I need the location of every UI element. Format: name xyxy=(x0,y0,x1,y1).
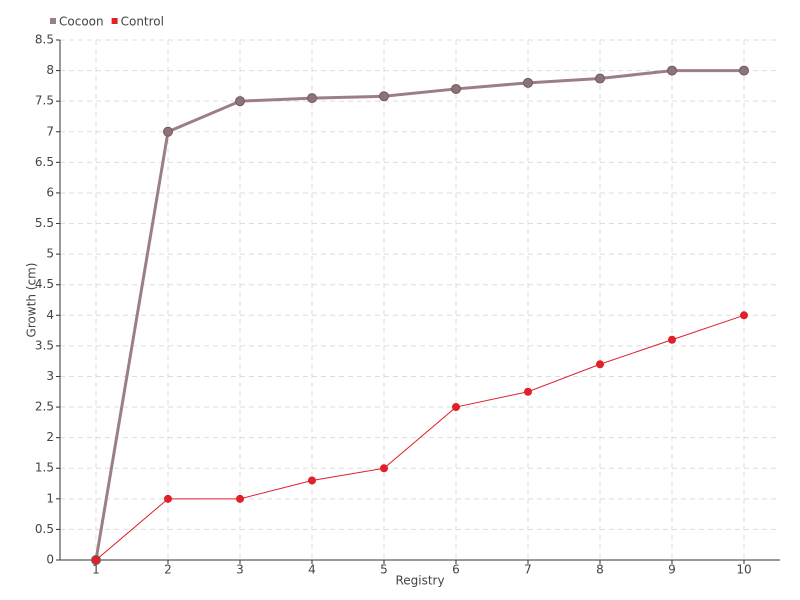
data-point xyxy=(524,387,532,396)
y-axis-label: Growth (cm) xyxy=(25,263,39,338)
data-point xyxy=(379,91,389,102)
y-tick-label: 6 xyxy=(46,185,54,199)
data-point xyxy=(380,464,388,473)
x-tick-label: 4 xyxy=(308,563,316,577)
y-tick-label: 5 xyxy=(46,247,54,261)
data-point xyxy=(307,93,317,104)
x-tick-label: 6 xyxy=(452,563,460,577)
y-tick-label: 6.5 xyxy=(35,155,54,169)
x-tick-label: 8 xyxy=(596,563,604,577)
data-point xyxy=(667,65,677,76)
legend-label: Cocoon xyxy=(59,15,104,29)
data-point xyxy=(163,126,173,137)
data-point xyxy=(235,96,245,107)
y-tick-label: 2.5 xyxy=(35,400,54,414)
data-point xyxy=(452,403,460,412)
data-point xyxy=(236,494,244,503)
y-tick-label: 2 xyxy=(46,430,54,444)
data-point xyxy=(308,476,316,485)
y-tick-label: 7 xyxy=(46,124,54,138)
y-tick-label: 3.5 xyxy=(35,338,54,352)
y-tick-label: 5.5 xyxy=(35,216,54,230)
y-tick-label: 8.5 xyxy=(35,33,54,47)
y-tick-label: 4 xyxy=(46,308,54,322)
series-line xyxy=(95,314,745,561)
legend-label: Control xyxy=(121,15,164,29)
y-tick-label: 1 xyxy=(46,491,54,505)
legend-swatch xyxy=(50,18,56,24)
x-tick-label: 5 xyxy=(380,563,388,577)
y-tick-label: 3 xyxy=(46,369,54,383)
x-tick-label: 3 xyxy=(236,563,244,577)
x-tick-label: 10 xyxy=(736,563,751,577)
series-line xyxy=(94,69,744,561)
data-point xyxy=(740,311,748,320)
x-axis-label: Registry xyxy=(395,574,444,588)
data-point xyxy=(164,494,172,503)
y-tick-label: 1.5 xyxy=(35,461,54,475)
data-point xyxy=(668,335,676,344)
data-point xyxy=(739,65,749,76)
data-point xyxy=(595,73,605,84)
data-point xyxy=(92,556,100,564)
data-point xyxy=(596,360,604,369)
y-tick-label: 8 xyxy=(46,63,54,77)
legend-swatch xyxy=(111,18,118,24)
x-tick-label: 9 xyxy=(668,563,676,577)
y-tick-label: 0.5 xyxy=(35,522,54,536)
data-point xyxy=(451,83,461,94)
x-tick-label: 1 xyxy=(92,563,100,577)
y-tick-label: 4.5 xyxy=(35,277,54,291)
y-tick-label: 0 xyxy=(46,553,54,567)
x-tick-label: 2 xyxy=(164,563,172,577)
data-point xyxy=(523,77,533,88)
x-tick-label: 7 xyxy=(524,563,532,577)
y-tick-label: 7.5 xyxy=(35,94,54,108)
